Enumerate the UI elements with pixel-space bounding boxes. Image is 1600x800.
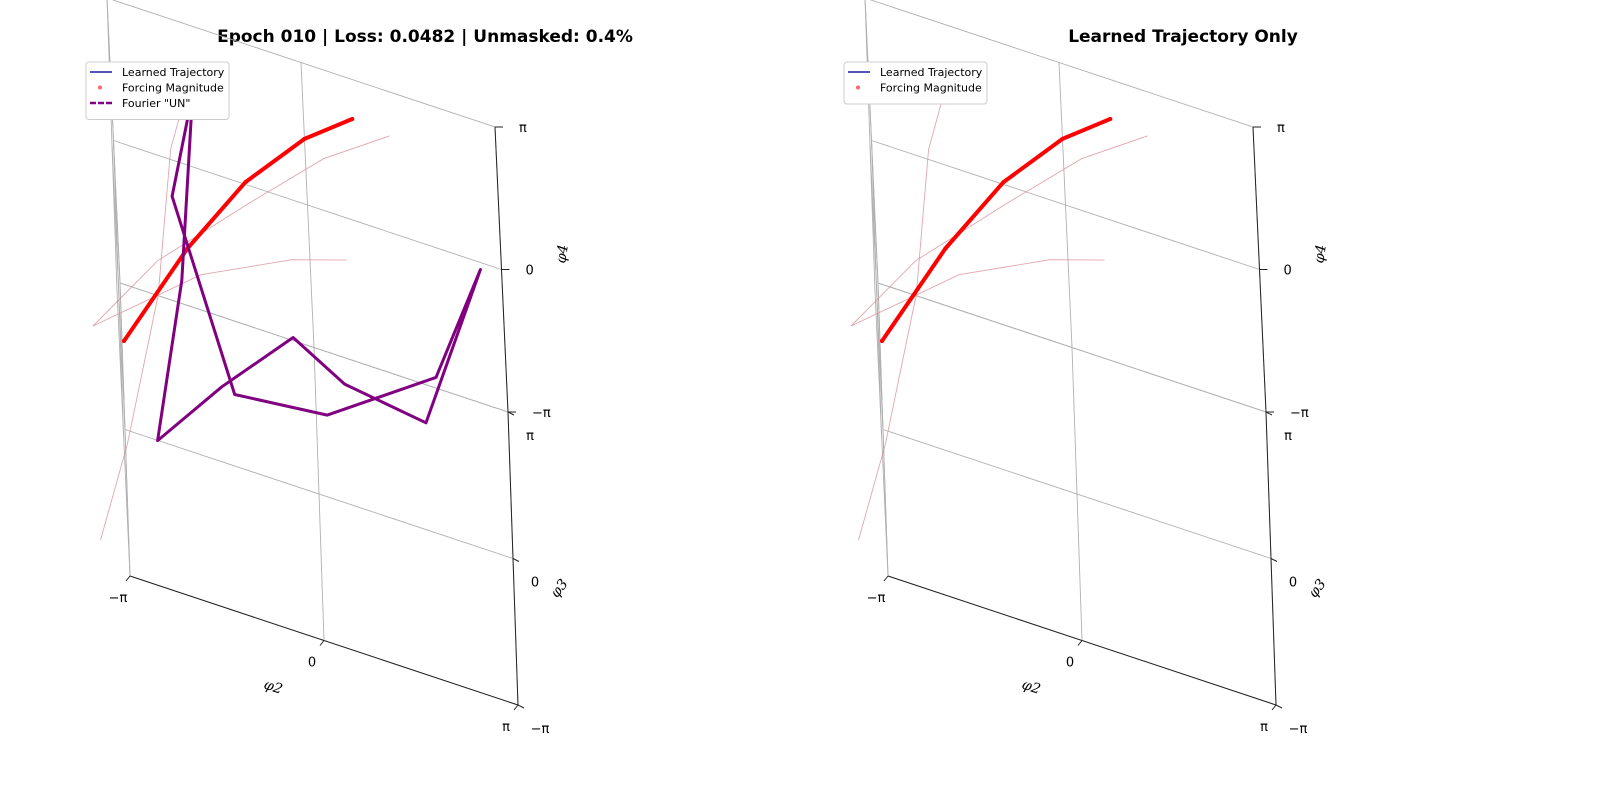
reference-curve bbox=[92, 135, 390, 327]
y-axis-label: φ3 bbox=[1306, 576, 1330, 601]
y-tick-label: −π bbox=[531, 722, 550, 737]
y-axis-label: φ3 bbox=[548, 576, 572, 601]
legend-box bbox=[843, 61, 988, 105]
forcing-magnitude-marker bbox=[243, 180, 248, 185]
reference-curve bbox=[92, 259, 347, 327]
legend-entry: Learned Trajectory bbox=[880, 66, 983, 79]
right-plot-panel: Learned Trajectory Only −π −π −π 0 0 0 π π π φ2 φ3… bbox=[843, 0, 1330, 737]
left-plot-axes: −π −π −π 0 0 0 π π π φ2 φ3 φ4 bbox=[109, 121, 572, 737]
right-plot-data bbox=[880, 117, 1113, 344]
z-axis-label: φ4 bbox=[553, 244, 571, 265]
z-tick-label: π bbox=[1277, 121, 1285, 136]
y-tick-label: 0 bbox=[531, 576, 539, 591]
x-axis-label: φ2 bbox=[1020, 677, 1043, 698]
left-plot-panel: Epoch 010 | Loss: 0.0482 | Unmasked: 0.4… bbox=[85, 0, 633, 737]
x-tick-label: 0 bbox=[1066, 656, 1074, 671]
right-plot-grid bbox=[864, 0, 1277, 706]
y-tick-label: π bbox=[1284, 429, 1292, 444]
reference-curve bbox=[850, 259, 1105, 327]
y-tick-label: 0 bbox=[1289, 576, 1297, 591]
grid-line bbox=[113, 140, 502, 270]
forcing-magnitude-marker bbox=[880, 339, 885, 344]
x-tick-label: π bbox=[502, 720, 510, 735]
x-tick-label: π bbox=[1260, 720, 1268, 735]
grid-line bbox=[871, 140, 1260, 270]
reference-curve bbox=[850, 135, 1148, 327]
legend-entry: Learned Trajectory bbox=[122, 66, 225, 79]
left-plot-data bbox=[122, 93, 482, 443]
legend-entry: Forcing Magnitude bbox=[880, 82, 982, 95]
y-tick bbox=[1265, 411, 1273, 416]
x-tick bbox=[1077, 640, 1083, 646]
fourier-un-curve bbox=[156, 93, 482, 443]
grid-line bbox=[124, 429, 514, 559]
legend-marker bbox=[98, 85, 102, 90]
right-plot-axes: −π −π −π 0 0 0 π π π φ2 φ3 φ4 bbox=[867, 121, 1330, 737]
legend-box bbox=[85, 61, 230, 120]
grid-line bbox=[882, 429, 1272, 559]
legend-entry: Fourier "UN" bbox=[122, 97, 190, 110]
forcing-magnitude-marker bbox=[122, 339, 127, 344]
right-plot-legend: Learned Trajectory Forcing Magnitude bbox=[843, 61, 988, 105]
x-axis-label: φ2 bbox=[262, 677, 285, 698]
y-tick bbox=[1270, 558, 1278, 562]
x-tick-label: 0 bbox=[308, 656, 316, 671]
forcing-magnitude-trace bbox=[880, 117, 1113, 343]
legend-entry: Forcing Magnitude bbox=[122, 82, 224, 95]
y-tick bbox=[517, 704, 525, 709]
forcing-magnitude-marker bbox=[1060, 136, 1065, 141]
z-tick-label: −π bbox=[532, 406, 551, 421]
x-tick bbox=[125, 575, 131, 582]
forcing-magnitude-marker bbox=[1108, 117, 1113, 122]
right-plot-title: Learned Trajectory Only bbox=[1068, 27, 1298, 47]
right-plot-reference-curves bbox=[850, 91, 1148, 541]
z-tick-label: 0 bbox=[526, 264, 534, 279]
forcing-magnitude-trace bbox=[122, 117, 355, 343]
forcing-magnitude-marker bbox=[350, 117, 355, 122]
forcing-magnitude-marker bbox=[1001, 180, 1006, 185]
z-axis-label: φ4 bbox=[1311, 244, 1329, 265]
x-tick bbox=[513, 704, 519, 711]
x-tick bbox=[883, 575, 889, 582]
forcing-magnitude-marker bbox=[943, 246, 948, 251]
y-tick bbox=[1275, 704, 1283, 709]
legend-marker bbox=[856, 85, 860, 90]
left-plot-legend: Learned Trajectory Forcing Magnitude Fouri… bbox=[85, 61, 230, 120]
y-tick bbox=[507, 411, 515, 416]
x-tick-label: −π bbox=[109, 591, 128, 606]
y-tick-label: π bbox=[526, 429, 534, 444]
grid-line bbox=[871, 140, 882, 434]
x-tick bbox=[319, 640, 325, 646]
z-tick-label: −π bbox=[1290, 406, 1309, 421]
grid-line bbox=[113, 140, 124, 434]
y-tick-label: −π bbox=[1289, 722, 1308, 737]
x-tick bbox=[1271, 704, 1277, 711]
left-plot-title: Epoch 010 | Loss: 0.0482 | Unmasked: 0.4… bbox=[217, 27, 633, 47]
left-plot-reference-curves bbox=[92, 91, 390, 541]
forcing-magnitude-marker bbox=[302, 136, 307, 141]
z-tick-label: 0 bbox=[1284, 264, 1292, 279]
x-tick-label: −π bbox=[867, 591, 886, 606]
z-tick-label: π bbox=[519, 121, 527, 136]
y-tick bbox=[512, 558, 520, 562]
